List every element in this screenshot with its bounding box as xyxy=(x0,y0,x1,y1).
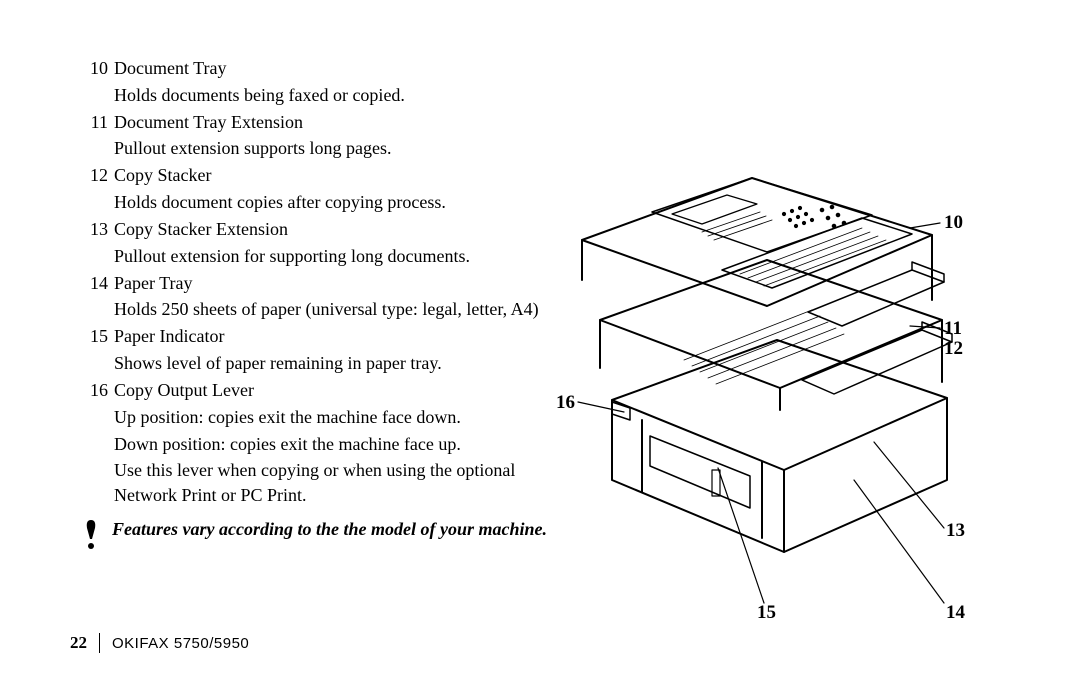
note: Features vary according to the the model… xyxy=(82,518,554,550)
callout-13: 13 xyxy=(946,520,965,542)
machine-diagram: 10 11 12 13 14 15 16 xyxy=(552,170,1032,640)
item-number: 13 xyxy=(82,217,114,242)
item-number: 14 xyxy=(82,271,114,296)
item-number: 11 xyxy=(82,110,114,135)
item-title: Copy Stacker Extension xyxy=(114,217,288,242)
item-description: Holds documents being faxed or copied. xyxy=(114,83,554,108)
note-text: Features vary according to the the model… xyxy=(112,518,547,541)
callout-11: 11 xyxy=(944,318,962,340)
item-description: Holds 250 sheets of paper (universal typ… xyxy=(114,297,554,322)
callout-12: 12 xyxy=(944,338,963,360)
item-title: Paper Indicator xyxy=(114,324,224,349)
item-number: 15 xyxy=(82,324,114,349)
list-item: 14 Paper Tray xyxy=(82,271,554,296)
list-item: 12 Copy Stacker xyxy=(82,163,554,188)
item-title: Document Tray Extension xyxy=(114,110,303,135)
exclamation-icon xyxy=(82,520,104,550)
footer-separator xyxy=(99,633,100,653)
item-description: Up position: copies exit the machine fac… xyxy=(114,405,554,430)
model-name: OKIFAX 5750/5950 xyxy=(112,635,249,652)
item-description: Pullout extension supports long pages. xyxy=(114,136,554,161)
callout-15: 15 xyxy=(757,602,776,624)
item-title: Paper Tray xyxy=(114,271,193,296)
page-number: 22 xyxy=(70,633,99,653)
item-number: 10 xyxy=(82,56,114,81)
list-item: 10 Document Tray xyxy=(82,56,554,81)
item-number: 12 xyxy=(82,163,114,188)
list-item: 11 Document Tray Extension xyxy=(82,110,554,135)
item-title: Document Tray xyxy=(114,56,227,81)
list-item: 15 Paper Indicator xyxy=(82,324,554,349)
item-description: Down position: copies exit the machine f… xyxy=(114,432,554,457)
item-number: 16 xyxy=(82,378,114,403)
callout-10: 10 xyxy=(944,212,963,234)
item-title: Copy Stacker xyxy=(114,163,211,188)
page-footer: 22 OKIFAX 5750/5950 xyxy=(70,633,249,653)
item-description: Shows level of paper remaining in paper … xyxy=(114,351,554,376)
list-item: 16 Copy Output Lever xyxy=(82,378,554,403)
callout-16: 16 xyxy=(556,392,575,414)
manual-page: 10 Document Tray Holds documents being f… xyxy=(0,0,1080,698)
item-title: Copy Output Lever xyxy=(114,378,254,403)
item-description: Use this lever when copying or when usin… xyxy=(114,458,554,508)
parts-list: 10 Document Tray Holds documents being f… xyxy=(82,56,554,550)
item-description: Pullout extension for supporting long do… xyxy=(114,244,554,269)
item-description: Holds document copies after copying proc… xyxy=(114,190,554,215)
list-item: 13 Copy Stacker Extension xyxy=(82,217,554,242)
callout-14: 14 xyxy=(946,602,965,624)
